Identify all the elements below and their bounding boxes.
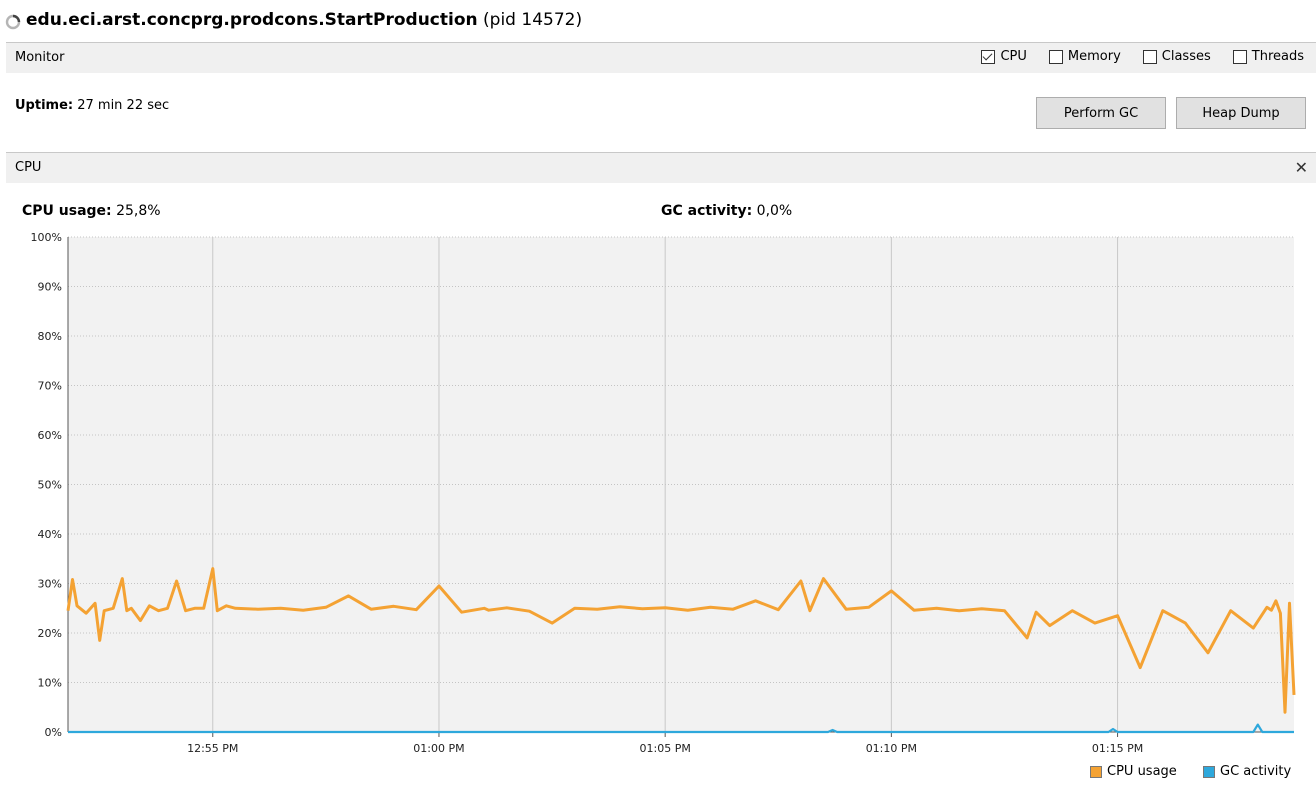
memory-checkbox-label: Memory xyxy=(1067,49,1121,64)
uptime-value: 27 min 22 sec xyxy=(77,98,170,113)
legend-gc-label: GC activity xyxy=(1220,764,1292,779)
y-tick-label: 50% xyxy=(38,479,62,492)
gc-activity-series-line xyxy=(68,723,1294,734)
x-tick-label: 01:15 PM xyxy=(1092,742,1143,755)
legend-cpu-label: CPU usage xyxy=(1107,764,1177,779)
x-tick-label: 12:55 PM xyxy=(187,742,238,755)
y-tick-label: 0% xyxy=(45,726,62,739)
legend-swatch-cpu xyxy=(1090,765,1102,778)
close-icon[interactable]: ✕ xyxy=(1294,158,1308,177)
cpu-usage-series-line xyxy=(66,567,1296,714)
y-tick-label: 60% xyxy=(38,429,62,442)
checkbox-unchecked-icon xyxy=(1142,49,1157,64)
uptime-readout: Uptime: 27 min 22 sec xyxy=(15,98,169,113)
y-tick-label: 10% xyxy=(38,677,62,690)
app-pid: (pid 14572) xyxy=(483,10,583,30)
app-main-class: edu.eci.arst.concprg.prodcons.StartProdu… xyxy=(26,10,478,30)
legend-swatch-gc xyxy=(1203,765,1215,778)
threads-checkbox-label: Threads xyxy=(1251,49,1304,64)
x-tick-label: 01:00 PM xyxy=(413,742,464,755)
y-tick-label: 100% xyxy=(31,231,62,244)
gc-activity-readout: GC activity: 0,0% xyxy=(661,203,792,219)
gc-activity-value: 0,0% xyxy=(756,203,793,219)
memory-checkbox[interactable]: Memory xyxy=(1048,49,1121,64)
y-tick-label: 80% xyxy=(38,330,62,343)
x-tick-label: 01:05 PM xyxy=(640,742,691,755)
checkbox-checked-icon xyxy=(981,49,996,64)
monitor-bar: Monitor CPU Memory Classes Threads xyxy=(6,42,1316,73)
classes-checkbox-label: Classes xyxy=(1161,49,1211,64)
y-tick-label: 20% xyxy=(38,627,62,640)
legend-gc-activity: GC activity xyxy=(1203,764,1291,779)
monitor-checkbox-group: CPU Memory Classes Threads xyxy=(959,49,1304,64)
threads-checkbox[interactable]: Threads xyxy=(1232,49,1304,64)
cpu-usage-label: CPU usage: xyxy=(22,203,112,219)
cpu-checkbox[interactable]: CPU xyxy=(981,49,1027,64)
cpu-usage-readout: CPU usage: 25,8% xyxy=(22,203,161,219)
cpu-usage-value: 25,8% xyxy=(116,203,161,219)
checkbox-unchecked-icon xyxy=(1232,49,1247,64)
monitor-label: Monitor xyxy=(15,50,65,65)
checkbox-unchecked-icon xyxy=(1048,49,1063,64)
cpu-checkbox-label: CPU xyxy=(1000,49,1027,64)
y-tick-label: 90% xyxy=(38,281,62,294)
uptime-label: Uptime: xyxy=(15,98,74,113)
loading-spinner-icon xyxy=(5,14,21,30)
y-tick-label: 40% xyxy=(38,528,62,541)
x-tick-label: 01:10 PM xyxy=(866,742,917,755)
heap-dump-button[interactable]: Heap Dump xyxy=(1176,97,1306,129)
perform-gc-button[interactable]: Perform GC xyxy=(1036,97,1166,129)
legend-cpu-usage: CPU usage xyxy=(1090,764,1177,779)
classes-checkbox[interactable]: Classes xyxy=(1142,49,1211,64)
cpu-chart: 0% 10% 20% 30% 40% 50% 60% 70% 80% 90% 100% 12:55 P… xyxy=(31,231,1296,755)
cpu-panel-label: CPU xyxy=(15,160,42,175)
window-title-bar: edu.eci.arst.concprg.prodcons.StartProdu… xyxy=(0,0,1316,42)
cpu-panel-header: CPU ✕ xyxy=(6,152,1316,183)
gc-activity-label: GC activity: xyxy=(661,203,753,219)
y-tick-label: 70% xyxy=(38,380,62,393)
window-title: edu.eci.arst.concprg.prodcons.StartProdu… xyxy=(26,10,582,30)
y-tick-label: 30% xyxy=(38,578,62,591)
